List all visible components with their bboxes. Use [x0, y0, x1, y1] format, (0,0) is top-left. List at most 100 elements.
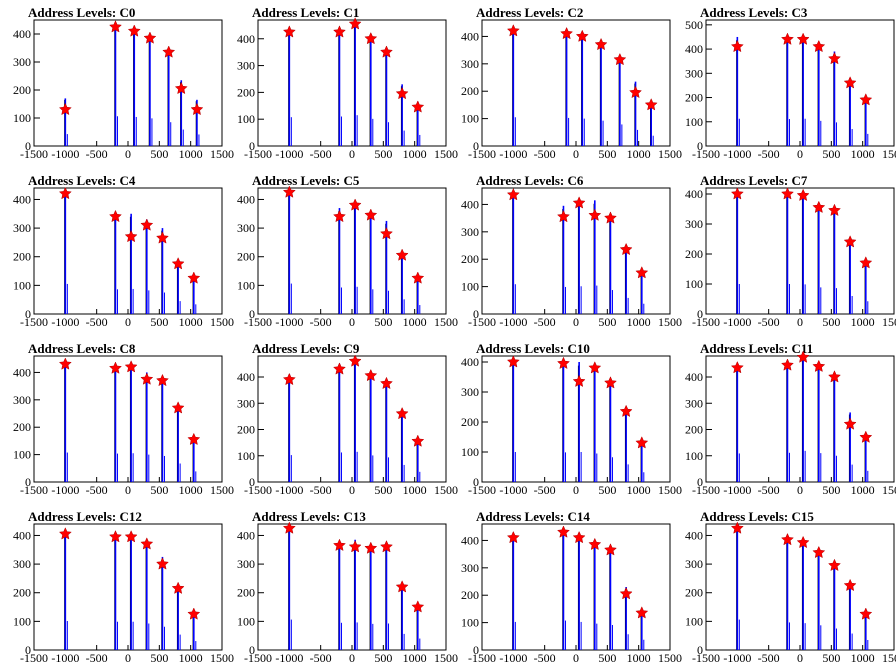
x-tick-label: -1500 — [692, 315, 720, 329]
x-tick-label: 500 — [150, 147, 168, 161]
x-tick-label: -500 — [310, 483, 332, 497]
x-tick-label: 1500 — [434, 147, 458, 161]
y-tick-label: 400 — [13, 192, 31, 206]
peak-marker-star — [506, 24, 520, 37]
x-tick-label: -1500 — [20, 651, 48, 665]
peak-marker-star — [364, 31, 378, 45]
x-tick-label: -1500 — [692, 147, 720, 161]
chart-title: Address Levels: C8 — [28, 341, 136, 356]
y-tick-label: 200 — [685, 247, 703, 261]
y-tick-label: 100 — [13, 448, 31, 462]
x-tick-label: -1500 — [692, 651, 720, 665]
x-tick-label: -500 — [758, 315, 780, 329]
chart-plot: 0 100 200 300 400 -1500-1000 -500 0 500 1000 1500 — [685, 350, 896, 497]
peak-marker-star — [619, 242, 633, 256]
chart-panel: Address Levels: C2 0 100 200 300 400 -1500 -100… — [448, 0, 682, 168]
chart-title: Address Levels: C10 — [476, 341, 590, 356]
x-tick-label: 0 — [349, 147, 355, 161]
x-tick-label: -1500 — [244, 147, 272, 161]
peak-marker-star — [859, 93, 873, 106]
y-tick-label: 200 — [461, 415, 479, 429]
peak-marker-star — [572, 530, 586, 544]
x-tick-label: 1500 — [434, 315, 458, 329]
x-tick-label: -1000 — [51, 147, 79, 161]
y-tick-label: 100 — [685, 115, 703, 129]
y-tick-label: 100 — [461, 616, 479, 630]
peak-marker-star — [379, 45, 393, 58]
y-tick-label: 200 — [237, 586, 255, 600]
peak-marker-star — [108, 530, 122, 543]
y-tick-label: 100 — [13, 614, 31, 628]
peak-marker-star — [332, 209, 346, 223]
x-tick-label: 500 — [150, 483, 168, 497]
y-tick-label: 300 — [461, 385, 479, 399]
x-tick-label: -1000 — [499, 315, 527, 329]
y-tick-label: 100 — [461, 445, 479, 459]
y-tick-label: 0 — [473, 475, 479, 489]
x-tick-label: 500 — [822, 483, 840, 497]
y-tick-label: 300 — [685, 66, 703, 80]
peak-marker-star — [411, 434, 425, 447]
y-tick-label: 200 — [13, 83, 31, 97]
x-tick-label: 1000 — [851, 651, 875, 665]
peak-marker-star — [58, 357, 72, 370]
chart-panel: Address Levels: C7 0 100 200 300 400 -1500 -100… — [672, 168, 896, 336]
y-tick-label: 500 — [685, 18, 703, 32]
x-tick-label: 1500 — [210, 315, 234, 329]
x-tick-label: 1000 — [851, 315, 875, 329]
peak-marker-star — [332, 362, 346, 375]
x-tick-label: -500 — [86, 147, 108, 161]
y-tick-label: 0 — [697, 475, 703, 489]
peak-marker-star — [379, 227, 393, 240]
peak-marker-star — [635, 436, 649, 449]
peak-marker-star — [282, 521, 296, 534]
y-tick-label: 200 — [461, 588, 479, 602]
peak-marker-star — [108, 209, 122, 223]
x-tick-label: 500 — [598, 483, 616, 497]
x-tick-label: 1000 — [179, 315, 203, 329]
x-tick-label: -1000 — [723, 147, 751, 161]
chart-title: Address Levels: C3 — [700, 5, 808, 20]
x-tick-label: -1000 — [51, 315, 79, 329]
x-tick-label: 0 — [125, 147, 131, 161]
peak-marker-star — [108, 361, 122, 374]
x-tick-label: 500 — [598, 651, 616, 665]
peak-marker-star — [629, 85, 643, 99]
peak-marker-star — [588, 208, 602, 221]
x-tick-label: 1000 — [403, 147, 427, 161]
peak-marker-star — [843, 76, 857, 89]
y-tick-label: 0 — [697, 307, 703, 321]
peak-marker-star — [379, 376, 393, 390]
x-tick-label: 1000 — [627, 651, 651, 665]
y-tick-label: 400 — [237, 32, 255, 46]
peak-marker-star — [143, 31, 157, 44]
peak-marker-star — [411, 271, 425, 284]
y-tick-label: 200 — [685, 91, 703, 105]
x-tick-label: 1500 — [434, 651, 458, 665]
y-tick-label: 0 — [25, 475, 31, 489]
chart-panel: Address Levels: C5 0 100 200 300 400 -1500 -100… — [224, 168, 458, 336]
peak-marker-star — [588, 537, 602, 551]
y-tick-label: 200 — [461, 252, 479, 266]
peak-marker-star — [124, 229, 138, 243]
peak-marker-star — [780, 187, 794, 200]
x-tick-label: 500 — [822, 651, 840, 665]
x-tick-label: 1000 — [627, 147, 651, 161]
peak-marker-star — [364, 208, 378, 221]
peak-marker-star — [364, 541, 378, 554]
x-tick-label: -1000 — [275, 315, 303, 329]
chart-plot: 0 100 200 300 400 -1500-1000 -500 0 500 1000 1500 — [461, 187, 682, 329]
plot-frame — [481, 19, 671, 147]
y-tick-label: 300 — [461, 561, 479, 575]
chart-title: Address Levels: C11 — [700, 341, 814, 356]
x-tick-label: 0 — [125, 315, 131, 329]
x-tick-label: -500 — [758, 147, 780, 161]
x-tick-label: 0 — [573, 315, 579, 329]
x-tick-label: -1500 — [20, 315, 48, 329]
y-tick-label: 100 — [237, 614, 255, 628]
y-tick-label: 400 — [13, 27, 31, 41]
x-tick-label: -1000 — [499, 651, 527, 665]
peak-marker-star — [730, 187, 744, 200]
y-tick-label: 200 — [237, 85, 255, 99]
peak-marker-star — [58, 186, 72, 200]
